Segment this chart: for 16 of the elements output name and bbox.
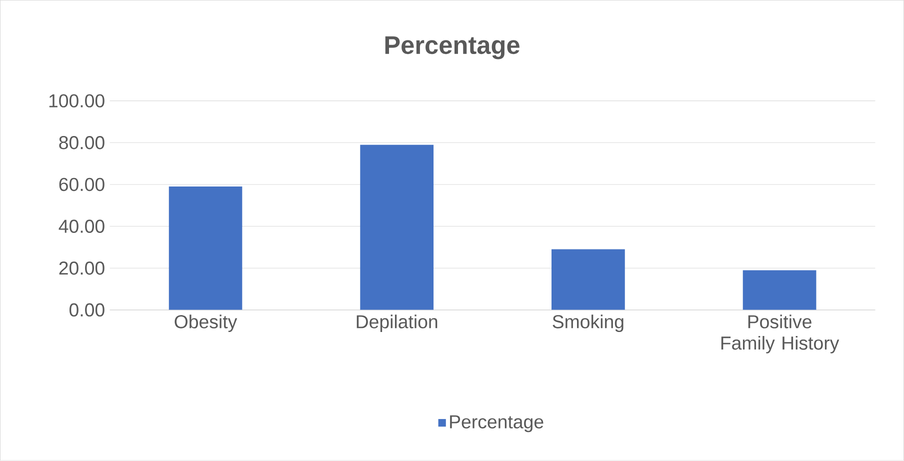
y-tick-label: 80.00	[59, 136, 104, 150]
y-tick-label: 100.00	[49, 94, 104, 108]
x-tick-label: Positive Family History	[721, 314, 840, 354]
x-tick-label: Depilation	[356, 314, 438, 332]
bar	[552, 249, 625, 310]
y-tick-label: 60.00	[59, 178, 104, 192]
x-tick-label: Smoking	[552, 314, 624, 332]
x-tick-label: Obesity	[174, 314, 238, 332]
y-tick-label: 40.00	[58, 220, 104, 234]
bar	[360, 144, 434, 310]
y-tick-label: 0.00	[70, 303, 104, 317]
bar	[168, 186, 242, 310]
chart-title: Percentage	[385, 36, 520, 60]
legend-label: Percentage	[450, 416, 544, 432]
y-tick-label: 20.00	[59, 262, 104, 275]
bar	[742, 270, 816, 310]
